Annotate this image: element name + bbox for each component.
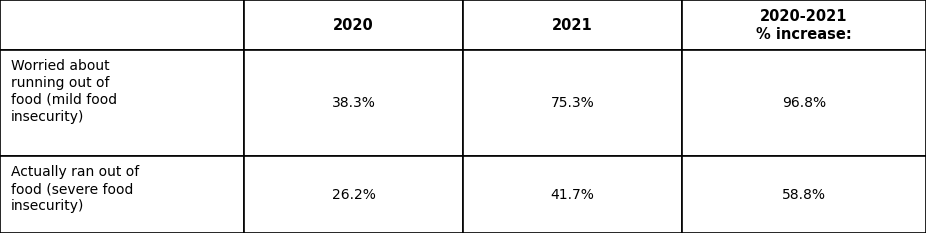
Bar xyxy=(0,156,244,233)
Text: 38.3%: 38.3% xyxy=(332,96,375,110)
Text: 75.3%: 75.3% xyxy=(551,96,594,110)
Bar xyxy=(244,156,463,233)
Text: 2020-2021
% increase:: 2020-2021 % increase: xyxy=(757,9,852,41)
Text: 26.2%: 26.2% xyxy=(332,188,375,202)
Bar xyxy=(463,50,682,156)
Bar xyxy=(463,156,682,233)
Text: 2021: 2021 xyxy=(552,17,593,33)
Text: 41.7%: 41.7% xyxy=(551,188,594,202)
Bar xyxy=(682,0,926,50)
Bar xyxy=(244,50,463,156)
Text: Worried about
running out of
food (mild food
insecurity): Worried about running out of food (mild … xyxy=(11,59,118,124)
Text: 96.8%: 96.8% xyxy=(782,96,826,110)
Bar xyxy=(0,50,244,156)
Bar xyxy=(682,50,926,156)
Bar xyxy=(0,0,244,50)
Text: 2020: 2020 xyxy=(333,17,374,33)
Bar xyxy=(463,0,682,50)
Text: Actually ran out of
food (severe food
insecurity): Actually ran out of food (severe food in… xyxy=(11,165,139,213)
Bar xyxy=(244,0,463,50)
Bar xyxy=(682,156,926,233)
Text: 58.8%: 58.8% xyxy=(782,188,826,202)
